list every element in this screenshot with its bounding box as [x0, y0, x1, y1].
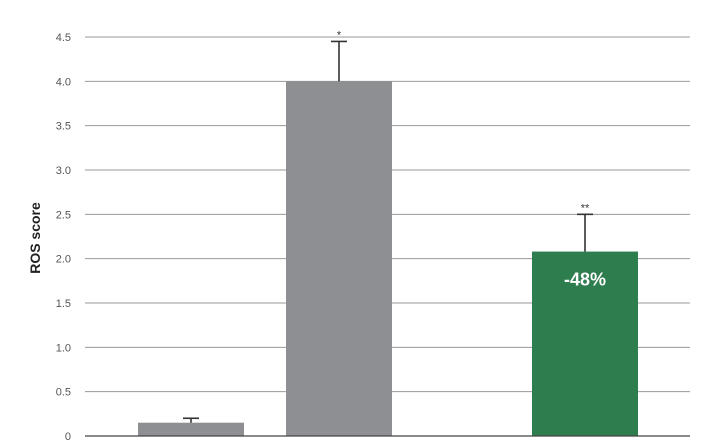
y-tick-label: 3.5: [56, 121, 71, 133]
bars: ***-48%: [138, 29, 638, 436]
y-tick-label: 3.0: [56, 165, 71, 177]
y-tick-label: 4.0: [56, 76, 71, 88]
significance-marker: **: [581, 202, 590, 214]
bar-data-label: -48%: [564, 270, 606, 290]
significance-marker: *: [337, 29, 342, 41]
y-axis-title: ROS score: [27, 202, 43, 274]
y-tick-labels: 0 0.5 1.0 1.5 2.0 2.5 3.0 3.5 4.0 4.5: [56, 32, 71, 443]
y-tick-label: 1.0: [56, 342, 71, 354]
bar: [138, 422, 244, 436]
y-tick-label: 4.5: [56, 32, 71, 44]
y-tick-label: 2.0: [56, 254, 71, 266]
bar: [532, 251, 638, 436]
y-tick-label: 1.5: [56, 298, 71, 310]
y-tick-label: 2.5: [56, 209, 71, 221]
y-tick-label: 0: [65, 431, 71, 443]
y-tick-label: 0.5: [56, 387, 71, 399]
bar: [286, 81, 392, 436]
